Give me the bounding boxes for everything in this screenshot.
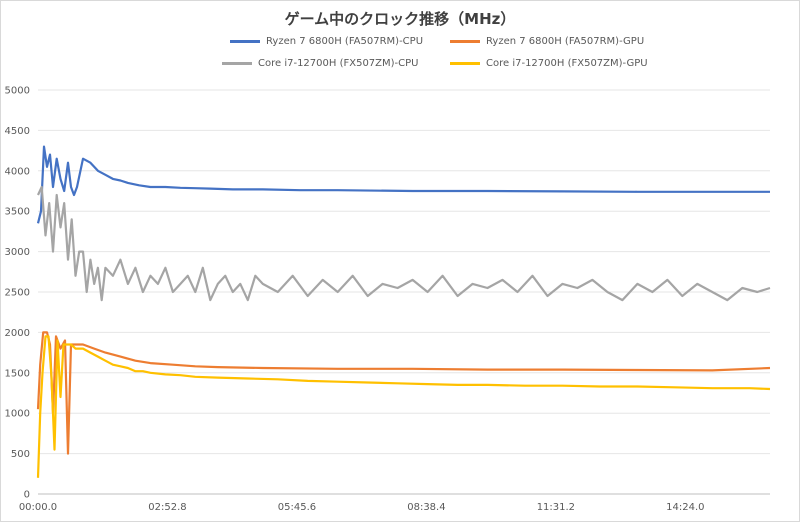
- legend-item-1: Ryzen 7 6800H (FA507RM)-GPU: [450, 36, 644, 47]
- legend-swatch-3: [450, 62, 480, 65]
- x-axis-ticks: 00:00.0 02:52.8 05:45.6 08:38.4 11:31.2 14:24…: [19, 502, 705, 513]
- x-tick-label: 02:52.8: [148, 502, 186, 513]
- gridlines: [38, 89, 770, 495]
- y-tick-label: 2500: [5, 288, 30, 299]
- legend-label-3: Core i7-12700H (FX507ZM)-GPU: [486, 58, 648, 69]
- x-tick-label: 14:24.0: [666, 502, 704, 513]
- legend-swatch-2: [222, 62, 252, 65]
- y-tick-label: 1000: [5, 409, 30, 420]
- y-tick-label: 1500: [5, 368, 30, 379]
- chart-title: ゲーム中のクロック推移（MHz）: [284, 10, 516, 28]
- x-tick-label: 08:38.4: [407, 502, 445, 513]
- y-tick-label: 4500: [5, 126, 30, 137]
- y-tick-label: 5000: [5, 86, 30, 97]
- legend-swatch-0: [230, 40, 260, 43]
- series-line-0: [36, 145, 770, 224]
- y-tick-label: 3500: [5, 207, 30, 218]
- y-tick-label: 500: [11, 449, 30, 460]
- legend-item-3: Core i7-12700H (FX507ZM)-GPU: [450, 58, 648, 69]
- series-line-3: [36, 335, 771, 478]
- legend-item-2: Core i7-12700H (FX507ZM)-CPU: [222, 58, 419, 69]
- legend-item-0: Ryzen 7 6800H (FA507RM)-CPU: [230, 36, 423, 47]
- x-tick-label: 11:31.2: [537, 502, 575, 513]
- legend-swatch-1: [450, 40, 480, 43]
- y-tick-label: 2000: [5, 328, 30, 339]
- series-line-2: [37, 185, 771, 302]
- legend-label-2: Core i7-12700H (FX507ZM)-CPU: [258, 58, 419, 69]
- legend-label-0: Ryzen 7 6800H (FA507RM)-CPU: [266, 36, 424, 47]
- y-tick-label: 3000: [5, 247, 30, 258]
- series-lines: [36, 145, 771, 478]
- x-tick-label: 00:00.0: [19, 502, 57, 513]
- x-tick-label: 05:45.6: [278, 502, 316, 513]
- y-tick-label: 4000: [5, 166, 30, 177]
- series-line-1: [36, 331, 771, 455]
- legend-label-1: Ryzen 7 6800H (FA507RM)-GPU: [486, 36, 645, 47]
- y-tick-label: 0: [24, 490, 30, 501]
- y-axis-ticks: 0 500 1000 1500 2000 2500 3000 3500 4000 4500 5000: [5, 86, 30, 501]
